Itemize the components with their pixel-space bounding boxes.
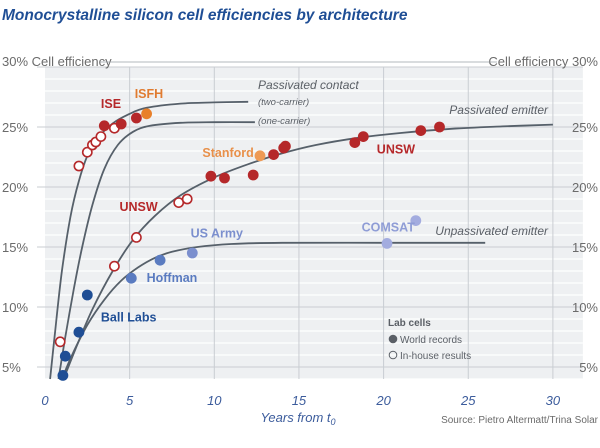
point-hoffman	[154, 254, 166, 266]
point-us-army	[186, 247, 198, 259]
y-tick-label-left: 15%	[2, 240, 28, 255]
label-unsw: UNSW	[377, 142, 415, 156]
x-ticks: 0 5 10 15 20 25 30	[41, 393, 561, 408]
legend-title: Lab cells	[388, 318, 431, 329]
y-top-tick-left: 30%	[2, 54, 28, 69]
point-unsw	[415, 125, 427, 136]
legend-marker-filled	[388, 334, 398, 344]
curve-label-passivated-contact: Passivated contact	[258, 78, 359, 92]
label-unsw: UNSW	[120, 200, 158, 214]
legend: Lab cells World records In-house results	[388, 318, 471, 362]
point-ise-in-house	[73, 160, 85, 172]
point-unsw-in-house	[130, 231, 142, 243]
x-tick-label: 10	[207, 393, 222, 408]
curve-label-one-carrier: (one-carrier)	[258, 116, 310, 127]
point-unsw	[349, 137, 361, 149]
x-tick-label: 0	[41, 393, 49, 408]
label-hoffman: Hoffman	[147, 271, 198, 285]
point-unsw	[280, 140, 291, 152]
x-tick-label: 15	[292, 393, 307, 408]
y-axis-label-right: Cell efficiency 30%	[488, 54, 598, 69]
legend-marker-open	[388, 350, 398, 360]
point-ball-labs	[57, 370, 69, 381]
point-unsw-in-house	[181, 193, 193, 205]
curve-passivated-contact-one-carrier	[57, 121, 255, 380]
curve-label-two-carrier: (two-carrier)	[258, 97, 309, 108]
x-axis-title-subscript: 0	[331, 417, 336, 427]
label-us-army: US Army	[191, 226, 243, 240]
y-tick-label-left: 5%	[2, 360, 21, 375]
y-axis-title-left: Cell efficiency	[32, 54, 112, 69]
point-hoffman	[125, 272, 137, 284]
point-ball-labs	[81, 289, 93, 301]
point-stanford	[254, 150, 266, 162]
source-note: Source: Pietro Altermatt/Trina Solar	[441, 415, 599, 426]
point-ise-in-house	[81, 146, 93, 158]
chart-title: Monocrystalline silicon cell efficiencie…	[2, 7, 408, 24]
y-tick-label-right: 15%	[572, 240, 598, 255]
point-ise	[115, 118, 127, 130]
data-points	[54, 108, 445, 381]
point-unsw	[268, 149, 279, 161]
y-axis-title-right: Cell efficiency	[488, 54, 568, 69]
point-ball-labs	[59, 350, 71, 362]
point-unsw-in-house	[109, 260, 120, 272]
x-tick-label: 5	[126, 393, 134, 408]
curve-label-passivated-emitter: Passivated emitter	[449, 103, 549, 117]
y-top-tick-right: 30%	[572, 54, 598, 69]
point-ise	[98, 120, 110, 132]
institution-labels: ISE ISFH Stanford UNSW UNSW US Army Hoffman Bal…	[101, 87, 415, 324]
x-tick-label: 25	[460, 393, 476, 408]
label-isfh: ISFH	[135, 87, 163, 101]
y-tick-label-left: 20%	[2, 180, 28, 195]
y-tick-label-right: 10%	[572, 300, 598, 315]
point-unsw	[357, 131, 369, 143]
label-stanford: Stanford	[202, 146, 253, 160]
point-comsat	[410, 215, 422, 227]
x-tick-label: 30	[546, 393, 561, 408]
y-tick-label-left: 10%	[2, 300, 28, 315]
x-axis-title-text: Years from t	[260, 410, 331, 425]
y-axis-label-left: 30% Cell efficiency	[2, 54, 112, 69]
point-unsw-in-house	[54, 336, 66, 348]
point-ise-in-house	[95, 131, 107, 142]
label-comsat: COMSAT	[362, 220, 416, 234]
label-ball-labs: Ball Labs	[101, 310, 157, 324]
point-unsw	[434, 121, 445, 133]
point-isfh	[141, 108, 153, 120]
point-ise	[131, 112, 142, 124]
y-tick-label-left: 25%	[2, 120, 28, 135]
grid	[37, 66, 583, 380]
point-unsw	[247, 169, 259, 181]
y-tick-label-right: 25%	[572, 120, 598, 135]
point-unsw	[219, 172, 230, 184]
curve-label-unpassivated-emitter: Unpassivated emitter	[435, 224, 549, 238]
point-comsat	[381, 238, 393, 249]
y-tick-label-right: 5%	[579, 360, 598, 375]
point-ball-labs	[73, 326, 85, 338]
x-tick-label: 20	[375, 393, 391, 408]
label-ise: ISE	[101, 97, 121, 111]
y-tick-label-right: 20%	[572, 180, 598, 195]
point-unsw	[205, 170, 217, 182]
legend-label-in-house-results: In-house results	[400, 351, 471, 362]
y-ticks: 5% 5% 10% 10% 15% 15% 20% 20% 25% 25%	[2, 120, 598, 375]
x-axis-title: Years from t0	[260, 410, 335, 427]
legend-label-world-records: World records	[400, 335, 462, 346]
